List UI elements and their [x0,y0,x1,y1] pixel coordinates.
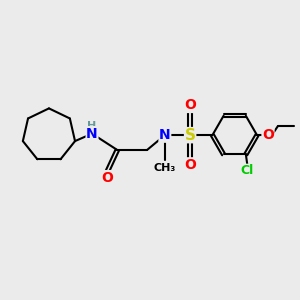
Text: S: S [184,128,196,142]
Text: O: O [262,128,274,142]
Text: Cl: Cl [241,164,254,177]
Text: O: O [184,98,196,112]
Text: H: H [87,121,97,130]
Text: O: O [184,158,196,172]
Text: N: N [159,128,171,142]
Text: O: O [101,171,113,184]
Text: N: N [86,127,98,141]
Text: CH₃: CH₃ [154,163,176,173]
